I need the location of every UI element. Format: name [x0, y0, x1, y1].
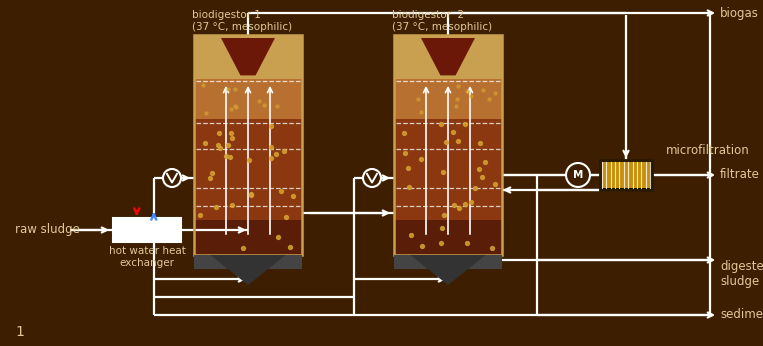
Text: 1: 1 [15, 325, 24, 339]
Polygon shape [410, 255, 486, 285]
Text: raw sludge: raw sludge [15, 224, 80, 237]
Bar [602, 162, 650, 188]
Bar [194, 220, 302, 255]
Circle shape [163, 169, 181, 187]
Bar [194, 255, 302, 269]
Bar [394, 220, 502, 255]
Text: biogas: biogas [720, 8, 759, 20]
Text: biodigestor  2
(37 °C, mesophilic): biodigestor 2 (37 °C, mesophilic) [392, 10, 492, 32]
Polygon shape [421, 38, 475, 75]
Text: filtrate: filtrate [720, 169, 760, 182]
Bar [194, 35, 302, 255]
Text: microfiltration: microfiltration [666, 144, 750, 156]
Polygon shape [221, 38, 275, 75]
Circle shape [566, 163, 590, 187]
Bar [194, 171, 302, 220]
Bar [394, 119, 502, 171]
Bar [394, 255, 502, 269]
Bar [394, 35, 502, 255]
Bar [194, 35, 302, 79]
Bar [394, 171, 502, 220]
Text: digested
sludge: digested sludge [720, 260, 763, 288]
Bar [394, 79, 502, 119]
Bar [113, 218, 181, 242]
Text: hot water heat
exchanger: hot water heat exchanger [108, 246, 185, 267]
Bar [194, 119, 302, 171]
Bar [194, 79, 302, 119]
Text: M: M [573, 170, 583, 180]
Polygon shape [210, 255, 286, 285]
Circle shape [363, 169, 381, 187]
Bar [394, 35, 502, 79]
Text: sediments: sediments [720, 309, 763, 321]
Bar [600, 160, 652, 190]
Text: biodigestor 1
(37 °C, mesophilic): biodigestor 1 (37 °C, mesophilic) [192, 10, 292, 32]
